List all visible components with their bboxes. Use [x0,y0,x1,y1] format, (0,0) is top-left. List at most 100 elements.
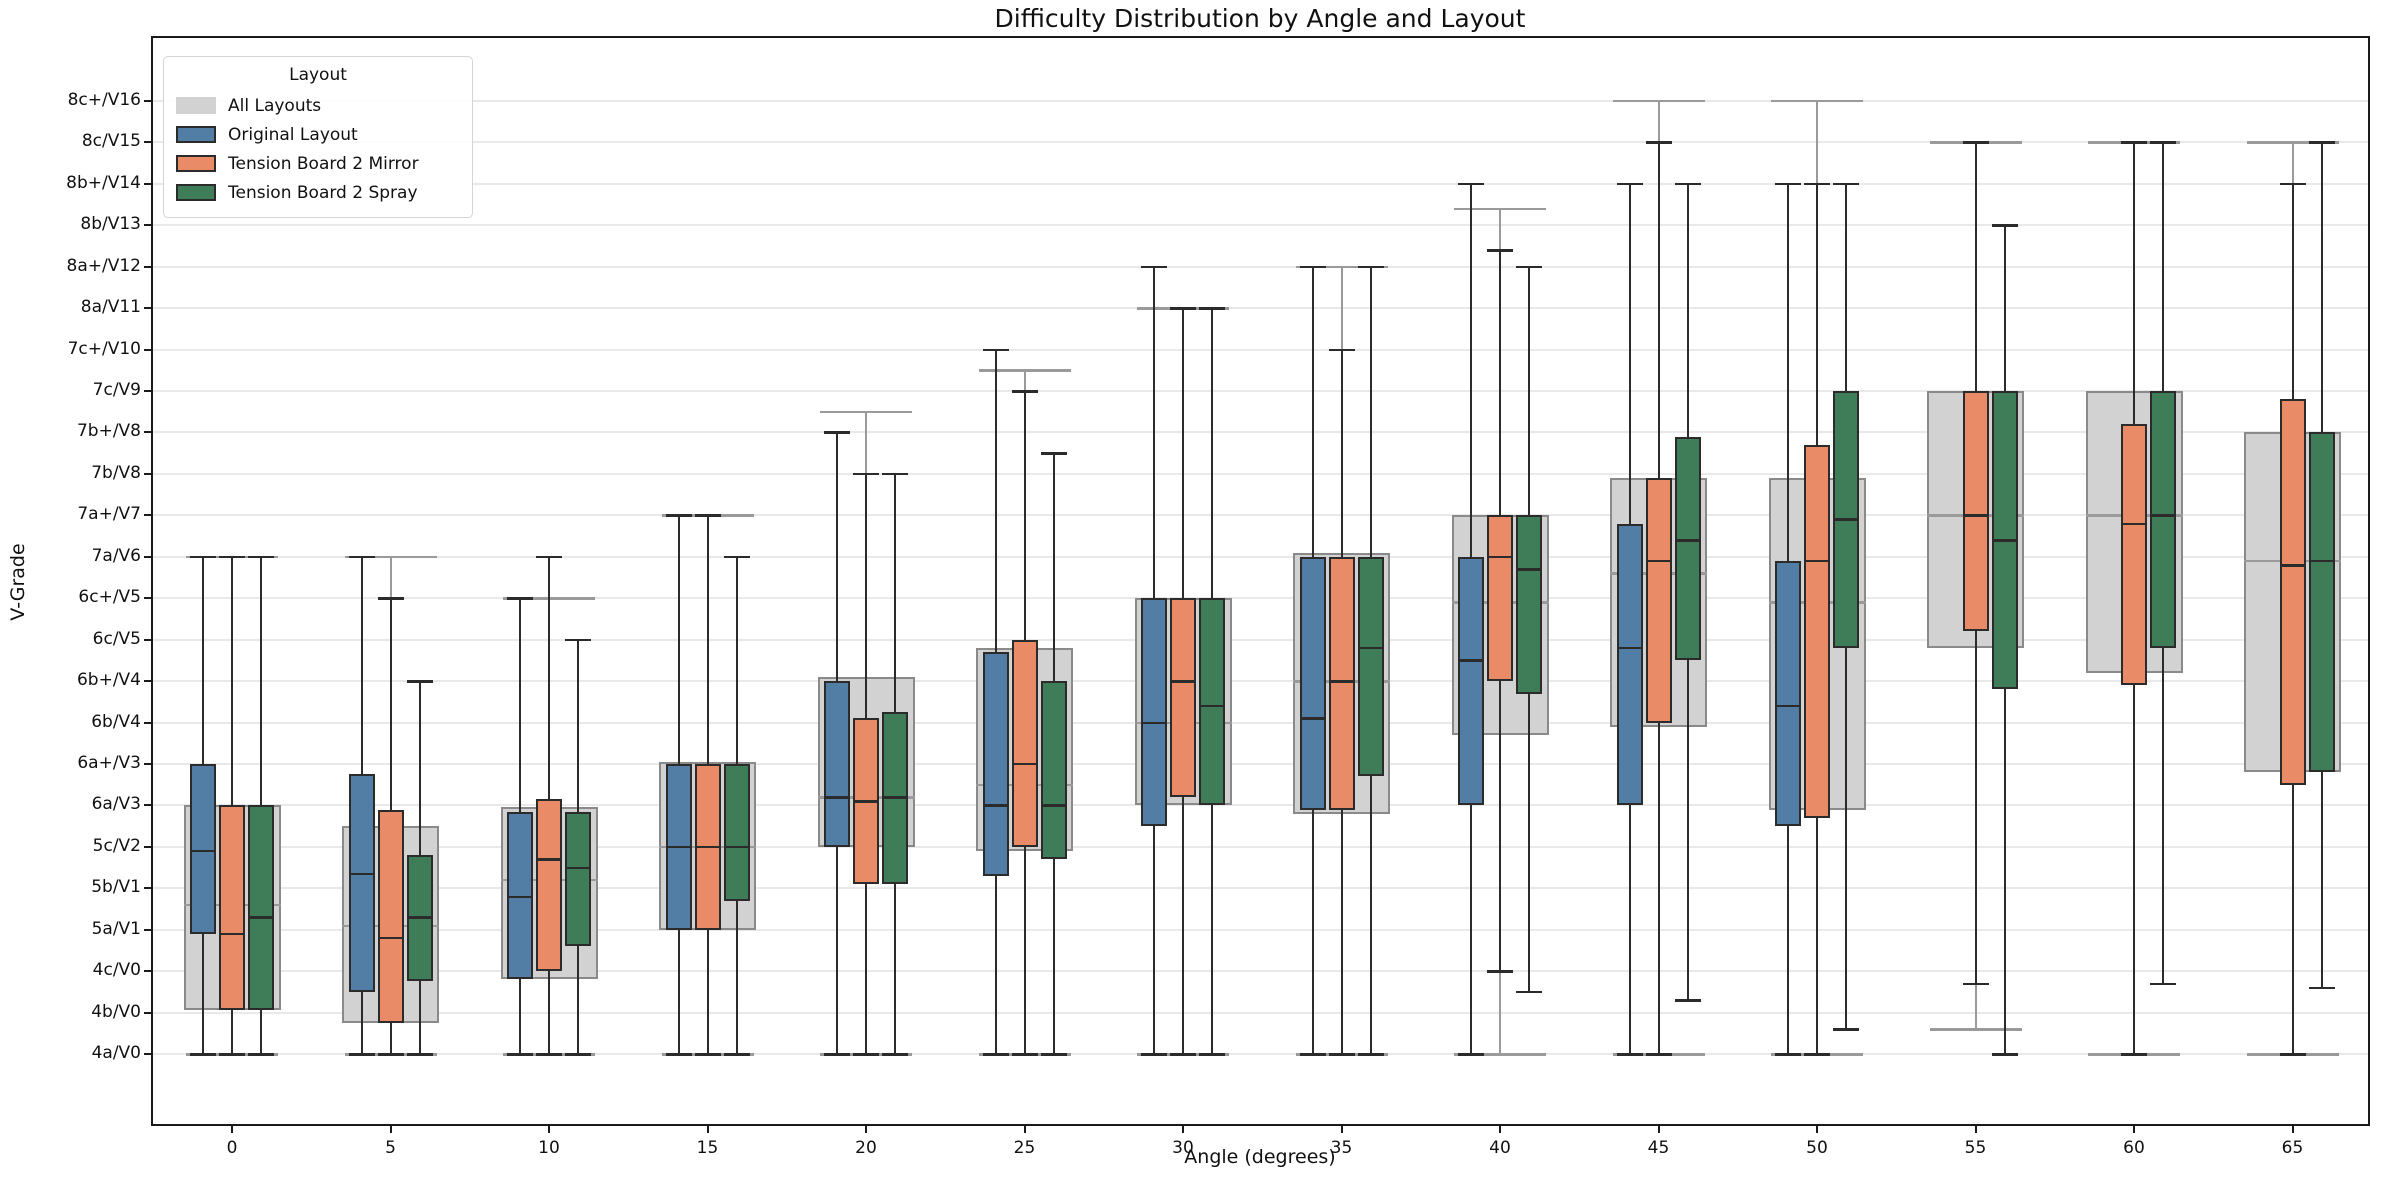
whisker-upper-spray-45deg [1686,183,1689,437]
whisker-cap-top-mirror-55deg [1962,141,1989,144]
y-tick-mark [144,970,153,973]
whisker-lower-spray-45deg [1686,660,1689,1001]
median-original-50deg [1775,704,1801,708]
whisker-upper-original-45deg [1628,183,1631,524]
x-tick-label: 50 [1806,1138,1828,1158]
whisker-cap-top-original-10deg [507,597,533,600]
whisker-cap-bottom-spray-55deg [1991,1053,2018,1056]
whisker-upper-original-0deg [202,556,204,764]
y-gridline [153,845,2368,848]
y-gridline [153,431,2368,434]
whisker-cap-bottom-mirror-35deg [1328,1053,1355,1056]
whisker-upper-original-35deg [1311,266,1314,557]
whisker-cap-top-original-15deg [665,514,692,517]
box-mirror-50deg [1804,444,1830,818]
whisker-lower-mirror-30deg [1182,797,1184,1054]
y-tick-label: 8a+/V12 [66,255,141,276]
median-spray-60deg [2150,514,2176,517]
whisker-cap-top-spray-10deg [565,638,591,642]
y-tick-mark [144,845,153,848]
box-mirror-5deg [377,809,404,1023]
y-tick-label: 7b/V8 [91,462,141,483]
whisker-lower-mirror-40deg [1499,681,1501,972]
box-original-0deg [190,763,216,934]
y-gridline [153,265,2368,268]
whisker-cap-top-all-35deg [1295,265,1388,269]
whisker-upper-spray-55deg [2003,225,2006,392]
whisker-lower-original-5deg [360,991,363,1054]
median-original-20deg [824,796,850,799]
median-mirror-50deg [1804,559,1830,563]
box-original-25deg [982,652,1009,876]
whisker-cap-bottom-spray-60deg [2150,982,2176,986]
whisker-upper-spray-25deg [1052,453,1055,682]
whisker-cap-bottom-spray-30deg [1199,1053,1225,1056]
x-tick-label: 65 [2281,1138,2304,1158]
x-tick-mark [389,1124,392,1133]
box-spray-40deg [1516,515,1542,694]
whisker-cap-top-original-35deg [1299,265,1326,269]
whisker-cap-top-mirror-35deg [1328,348,1355,352]
y-gridline [153,928,2368,931]
whisker-lower-original-35deg [1311,809,1314,1054]
whisker-cap-bottom-mirror-30deg [1170,1053,1196,1056]
whisker-lower-spray-0deg [260,1010,262,1054]
y-tick-mark [144,390,153,393]
whisker-lower-original-0deg [202,933,204,1054]
y-tick-label: 6c+/V5 [78,587,141,608]
whisker-lower-spray-65deg [2320,772,2323,988]
y-gridline [153,1011,2368,1014]
y-tick-mark [144,1011,153,1014]
median-mirror-65deg [2279,564,2306,567]
whisker-lower-mirror-5deg [389,1022,392,1054]
y-tick-label: 6c/V5 [92,628,141,649]
whisker-upper-mirror-55deg [1974,142,1977,392]
x-tick-mark [1340,1124,1343,1133]
median-spray-30deg [1199,704,1225,708]
y-tick-mark [144,307,153,310]
y-gridline [153,472,2368,475]
y-tick-label: 6b/V4 [91,711,141,732]
y-tick-label: 7c+/V10 [67,338,141,359]
whisker-cap-top-original-5deg [348,555,375,559]
whisker-cap-top-original-20deg [824,431,850,434]
whisker-upper-mirror-45deg [1657,142,1660,479]
box-mirror-30deg [1170,598,1196,798]
median-original-10deg [507,895,533,899]
whisker-cap-top-mirror-50deg [1804,182,1830,186]
whisker-lower-spray-35deg [1369,776,1372,1054]
y-tick-label: 6b+/V4 [76,670,141,691]
x-tick-mark [706,1124,709,1133]
x-axis-label: Angle (degrees) [1184,1146,1336,1168]
whisker-cap-top-original-40deg [1458,182,1484,186]
whisker-cap-bottom-mirror-15deg [694,1053,721,1056]
whisker-cap-bottom-mirror-25deg [1011,1053,1038,1056]
x-tick-mark [1657,1124,1660,1133]
whisker-cap-top-spray-60deg [2150,141,2176,144]
whisker-cap-bottom-original-5deg [348,1053,375,1056]
box-spray-35deg [1357,556,1384,777]
y-tick-mark [144,141,153,144]
median-original-25deg [982,804,1009,807]
whisker-cap-top-spray-30deg [1199,307,1225,310]
y-gridline [153,721,2368,724]
y-tick-label: 4a/V0 [91,1043,141,1063]
y-tick-mark [144,431,153,434]
whisker-cap-bottom-spray-65deg [2308,986,2335,990]
whisker-upper-mirror-40deg [1499,250,1501,516]
y-gridline [153,514,2368,517]
x-tick-mark [231,1124,233,1133]
box-spray-15deg [723,763,750,901]
legend-item-all: All Layouts [176,91,460,120]
whisker-cap-top-spray-40deg [1516,265,1542,269]
y-gridline [153,638,2368,641]
box-original-5deg [348,774,375,992]
whisker-lower-original-15deg [677,929,680,1054]
whisker-upper-original-25deg [994,349,997,653]
whisker-cap-bottom-mirror-45deg [1645,1053,1672,1056]
box-spray-65deg [2308,432,2335,773]
y-tick-mark [144,182,153,185]
whisker-lower-mirror-10deg [548,971,550,1054]
y-tick-mark [144,1053,153,1055]
y-tick-label: 6a+/V3 [77,752,141,773]
